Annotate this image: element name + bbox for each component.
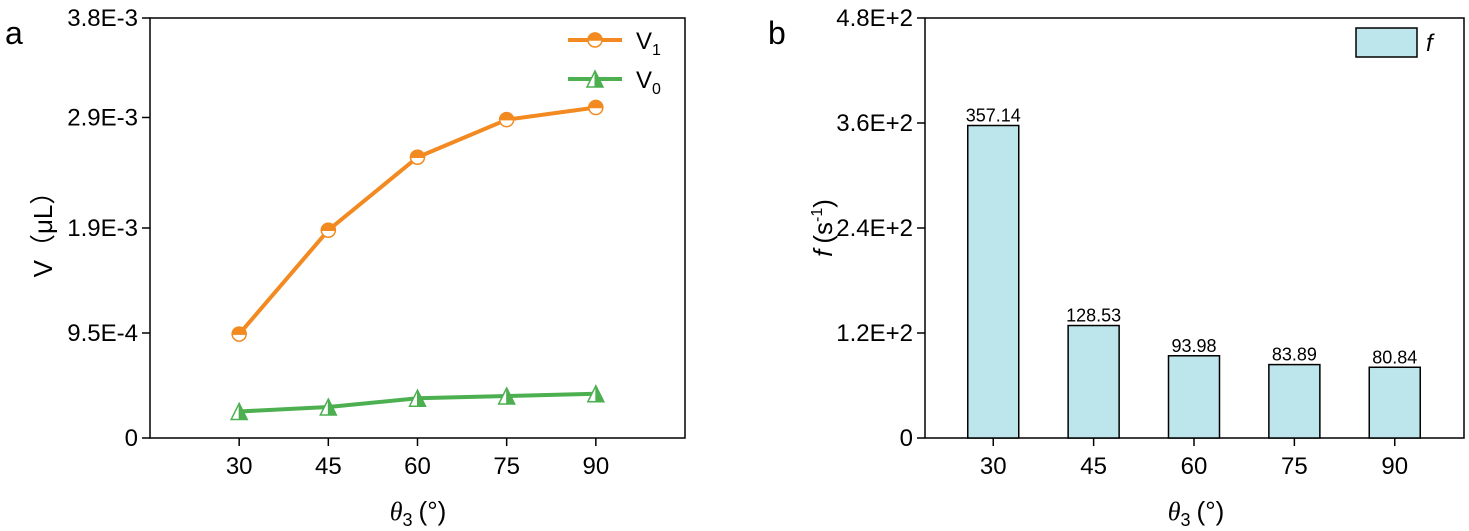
panel-b-y-axis-unit: (s (808, 222, 838, 244)
panel-b-y-tick-label: 4.8E+2 (836, 5, 913, 32)
legend-f-swatch (1355, 27, 1418, 58)
panel-a-x-axis-unit: (°) (419, 496, 447, 526)
bar-theta-30 (967, 124, 1020, 439)
panel-a-x-tick-label: 75 (493, 453, 520, 480)
panel-a-legend: V1 V0 (568, 28, 661, 98)
panel-a-y-tick-label: 0 (125, 425, 138, 452)
panel-b: b 0 1.2E+2 2.4E+2 3.6E+2 4.8E+2 30 45 60 75 90 3… (768, 5, 1465, 530)
panel-b-legend: f (1355, 27, 1435, 58)
panel-b-x-axis-unit: (°) (1197, 496, 1225, 526)
series-v0-point (497, 386, 516, 405)
panel-a-series (229, 99, 606, 421)
series-v1-point (231, 326, 247, 342)
bar-value-label: 128.53 (1066, 306, 1121, 326)
panel-b-x-tick-label: 90 (1381, 453, 1408, 480)
panel-b-x-ticks: 30 45 60 75 90 (980, 438, 1408, 480)
panel-a-x-axis-symbol: θ (390, 497, 403, 526)
legend-v1-name: V (636, 28, 652, 55)
bar-value-label: 93.98 (1171, 336, 1216, 356)
panel-a-y-axis-title: V（μL） (28, 179, 58, 278)
bar-theta-60 (1167, 355, 1221, 439)
bar-value-label: 80.84 (1372, 347, 1417, 367)
panel-a-x-tick-label: 90 (582, 453, 609, 480)
panel-a-y-axis-main: V (28, 259, 58, 277)
panel-a-label: a (5, 15, 23, 51)
panel-b-bars: 357.14 128.53 93.98 83.89 80.84 (966, 106, 1421, 439)
panel-a-y-tick-label: 3.8E-3 (67, 5, 138, 32)
legend-f-label: f (1426, 30, 1435, 57)
legend-v0-sub: 0 (652, 81, 661, 98)
series-v1-line (237, 105, 597, 336)
legend-v1-marker (587, 32, 603, 48)
panel-b-x-tick-label: 30 (980, 453, 1007, 480)
panel-b-x-tick-label: 60 (1181, 453, 1208, 480)
panel-b-y-axis-sup: -1 (809, 208, 826, 222)
panel-a-y-tick-label: 9.5E-4 (67, 320, 138, 347)
bar-theta-45 (1067, 324, 1120, 439)
bar-theta-90 (1368, 366, 1421, 439)
series-v0-point (229, 401, 249, 421)
panel-b-x-tick-label: 75 (1281, 453, 1308, 480)
legend-v1-sub: 1 (652, 42, 661, 59)
legend-v0-marker (585, 69, 605, 88)
series-v1-point (588, 99, 604, 116)
panel-a-x-tick-label: 60 (404, 453, 431, 480)
panel-a: a 09.5E-41.9E-32.9E-33.8E-3 30 45 60 75 90 V… (5, 5, 686, 530)
series-v0-point (319, 397, 338, 416)
panel-a-x-axis-sub: 3 (403, 510, 413, 530)
panel-a-y-tick-label: 2.9E-3 (67, 104, 138, 131)
legend-v1-label: V1 (636, 28, 661, 59)
legend-v0-name: V (636, 67, 652, 94)
panel-b-y-tick-label: 0 (900, 425, 913, 452)
panel-a-x-axis-title: θ3 (°) (390, 496, 447, 530)
panel-b-y-ticks: 0 1.2E+2 2.4E+2 3.6E+2 4.8E+2 (836, 5, 925, 452)
panel-a-x-tick-label: 45 (315, 453, 342, 480)
panel-b-x-tick-label: 45 (1080, 453, 1107, 480)
panel-b-y-tick-label: 1.2E+2 (836, 320, 913, 347)
bar-theta-75 (1268, 363, 1321, 439)
panel-a-y-axis-unit: （μL） (28, 179, 58, 260)
legend-v0-label: V0 (636, 67, 661, 98)
panel-b-y-axis-close: ) (808, 199, 838, 208)
legend-v0-point (585, 69, 605, 88)
series-v1-point (320, 222, 337, 238)
panel-a-x-ticks: 30 45 60 75 90 (226, 438, 609, 480)
panel-b-label: b (768, 15, 786, 51)
series-v0-point (586, 384, 606, 403)
series-v0-point (408, 388, 427, 407)
bar-value-label: 357.14 (966, 106, 1021, 126)
panel-a-y-ticks: 0 9.5E-4 1.9E-3 2.9E-3 3.8E-3 (67, 5, 150, 452)
panel-b-y-tick-label: 3.6E+2 (836, 110, 913, 137)
panel-a-x-tick-label: 30 (226, 453, 253, 480)
panel-b-x-axis-symbol: θ (1168, 497, 1181, 526)
panel-b-x-axis-sub: 3 (1181, 510, 1191, 530)
legend-v1-point (587, 32, 603, 48)
series-v1-point (498, 111, 515, 128)
panel-b-y-axis-main: f (808, 247, 838, 257)
bar-value-label: 83.89 (1272, 345, 1317, 365)
panel-b-y-tick-label: 2.4E+2 (836, 215, 913, 242)
panel-b-y-axis-title: f (s-1) (808, 199, 838, 257)
panel-a-y-tick-label: 1.9E-3 (67, 215, 138, 242)
series-v1-point (409, 149, 426, 166)
panel-b-x-axis-title: θ3 (°) (1168, 496, 1225, 530)
